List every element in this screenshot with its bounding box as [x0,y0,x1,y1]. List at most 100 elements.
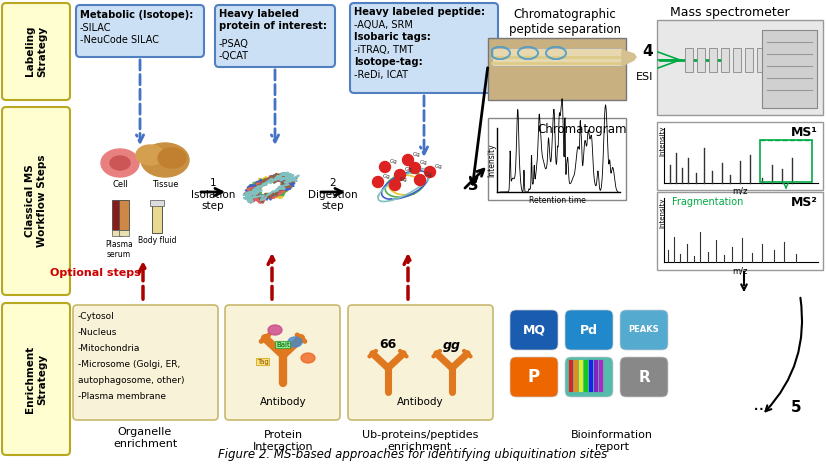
Bar [762,30,817,108]
Ellipse shape [101,149,139,177]
Text: Bioinformation
report: Bioinformation report [571,430,653,452]
Text: Cell: Cell [112,180,128,189]
Text: Enrichment
Strategy: Enrichment Strategy [26,346,47,413]
FancyBboxPatch shape [76,5,204,57]
Text: Gg: Gg [405,167,413,172]
Text: Antibody: Antibody [396,397,444,407]
Text: -iTRAQ, TMT: -iTRAQ, TMT [354,45,413,55]
Text: Figure 2. MS-based approaches for identifying ubiquitination sites: Figure 2. MS-based approaches for identi… [218,448,608,461]
Text: Gg: Gg [435,164,443,169]
Text: -Microsome (Golgi, ER,: -Microsome (Golgi, ER, [78,360,180,369]
Text: Gg: Gg [400,177,408,182]
Bar [745,48,753,72]
Text: 66: 66 [379,339,396,352]
FancyBboxPatch shape [350,3,498,93]
FancyBboxPatch shape [215,5,335,67]
Text: ESI: ESI [636,72,653,82]
Ellipse shape [158,148,186,168]
Text: Heavy labeled peptide:: Heavy labeled peptide: [354,7,485,17]
Bar [112,200,122,230]
Text: -AQUA, SRM: -AQUA, SRM [354,20,413,30]
Ellipse shape [301,353,315,363]
Text: Isobaric tags:: Isobaric tags: [354,32,431,42]
Bar [685,48,693,72]
Text: -SILAC: -SILAC [80,23,112,33]
Circle shape [390,179,401,191]
Text: 3: 3 [468,178,478,193]
Bar [112,230,122,236]
Text: 4: 4 [643,44,653,59]
Text: Gg: Gg [420,160,428,165]
Text: Organelle
enrichment: Organelle enrichment [113,427,177,449]
Text: Mass spectrometer: Mass spectrometer [670,6,790,19]
FancyBboxPatch shape [510,310,558,350]
Text: Intensity: Intensity [659,126,665,156]
Bar [657,122,823,190]
Text: R: R [638,369,650,384]
Bar [119,200,129,230]
Text: P: P [528,368,540,386]
Text: -NeuCode SILAC: -NeuCode SILAC [80,35,159,45]
Text: -Plasma membrane: -Plasma membrane [78,392,166,401]
Text: -Nucleus: -Nucleus [78,328,117,337]
Text: Gg: Gg [390,159,398,164]
Text: Intensity: Intensity [659,198,665,228]
Text: Intensity: Intensity [487,143,496,177]
Text: autophagosome, other): autophagosome, other) [78,376,184,385]
Text: 5: 5 [790,399,801,415]
Text: 2
Digestion
step: 2 Digestion step [308,178,358,211]
Text: Body fluid: Body fluid [138,236,176,245]
Text: Fragmentation: Fragmentation [672,197,743,207]
Text: Gg: Gg [425,172,433,177]
Text: Metabolic (Isotope):: Metabolic (Isotope): [80,10,193,20]
FancyBboxPatch shape [2,107,70,295]
Text: MQ: MQ [523,324,545,337]
Bar [697,48,705,72]
Ellipse shape [110,156,130,170]
Text: -QCAT: -QCAT [219,51,249,61]
Text: -Cytosol: -Cytosol [78,312,115,321]
Text: m/z: m/z [733,186,748,195]
Text: Chromatographic
peptide separation: Chromatographic peptide separation [509,8,621,36]
Bar [733,48,741,72]
FancyBboxPatch shape [73,305,218,420]
FancyBboxPatch shape [565,310,613,350]
Bar [488,118,626,200]
Ellipse shape [141,143,189,177]
Text: Heavy labeled
protein of interest:: Heavy labeled protein of interest: [219,9,327,31]
Circle shape [379,162,391,172]
Text: PEAKS: PEAKS [629,325,659,334]
Bar [150,200,164,206]
Text: Optional steps: Optional steps [50,268,140,278]
Text: -PSAQ: -PSAQ [219,39,249,49]
FancyBboxPatch shape [348,305,493,420]
FancyBboxPatch shape [565,357,613,397]
Bar [119,230,129,236]
Ellipse shape [268,325,282,335]
Text: 1
Isolation
step: 1 Isolation step [191,178,235,211]
Text: Antibody: Antibody [259,397,306,407]
Text: -Mitochondria: -Mitochondria [78,344,140,353]
Circle shape [415,175,425,185]
Ellipse shape [136,145,164,165]
Text: Tag: Tag [257,359,269,365]
Bar [760,140,812,182]
Text: m/z: m/z [733,266,748,275]
Text: MS¹: MS¹ [791,126,818,139]
Text: Gg: Gg [413,152,420,157]
Ellipse shape [288,337,302,347]
Text: Isotope-tag:: Isotope-tag: [354,57,423,67]
Circle shape [373,177,383,187]
Text: gg: gg [443,339,461,352]
Bar [657,20,823,115]
Text: ...: ... [752,396,771,415]
FancyBboxPatch shape [2,303,70,455]
Text: Bait: Bait [276,342,290,348]
Text: Classical MS
Workflow Steps: Classical MS Workflow Steps [26,155,47,247]
Circle shape [395,170,406,181]
Text: Pd: Pd [580,324,598,337]
Text: Retention time: Retention time [529,196,586,205]
Text: Labeling
Strategy: Labeling Strategy [26,25,47,77]
FancyBboxPatch shape [620,357,668,397]
Bar [492,48,622,66]
